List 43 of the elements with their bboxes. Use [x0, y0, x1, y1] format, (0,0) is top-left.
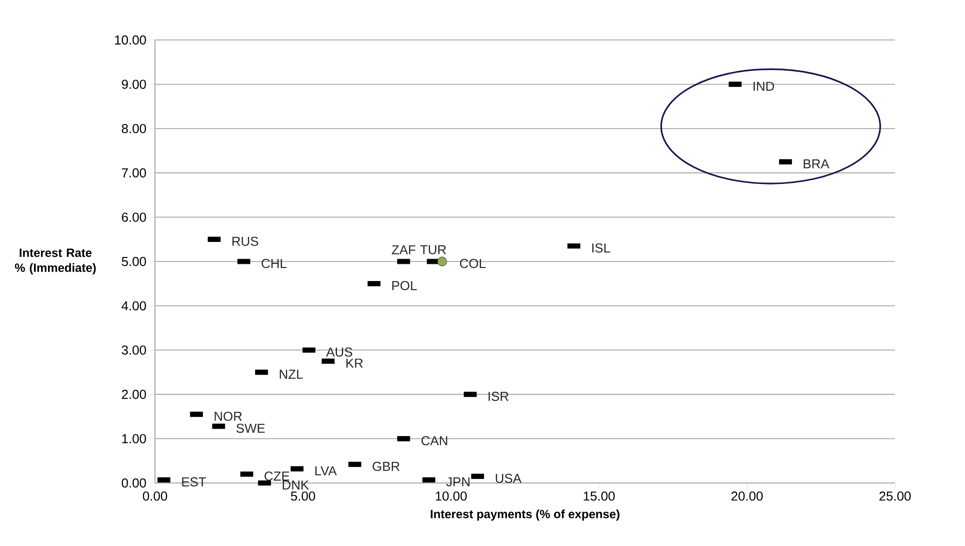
- annotation: CHL: [262, 258, 286, 268]
- annotation: DNK: [282, 480, 309, 490]
- y-tick-label: 5.00: [122, 256, 146, 266]
- y-tick-label: 2.00: [122, 390, 146, 399]
- annotation: RUS: [232, 236, 258, 246]
- annotation: JPN: [446, 477, 470, 486]
- x-tick-label: 0.00: [142, 492, 168, 501]
- y-tick-label: 4.00: [122, 301, 146, 310]
- y-tick-label: 10.00: [115, 35, 146, 45]
- annotation: NOR: [214, 412, 242, 421]
- y-tick-label: 7.00: [122, 168, 146, 178]
- annotation: EST: [182, 477, 206, 486]
- x-tick-label: 20.00: [731, 492, 763, 501]
- y-tick-label: 0.00: [122, 478, 146, 488]
- annotation: CZE: [264, 472, 290, 481]
- y-tick-label: 1.00: [122, 434, 146, 444]
- x-tick-label: 10.00: [436, 492, 467, 501]
- annotation: COL: [460, 258, 486, 268]
- y-axis-title: Interest Rate % (Immediate): [14, 248, 96, 274]
- point: [437, 256, 447, 266]
- annotation: USA: [496, 474, 522, 483]
- annotation: LVA: [315, 466, 337, 476]
- y-tick-label: 6.00: [122, 212, 146, 222]
- y-tick-label: 8.00: [122, 124, 146, 134]
- annotation: ISL: [592, 243, 610, 253]
- annotation: GBR: [372, 462, 400, 471]
- annotation: IND: [754, 82, 774, 91]
- annotation: BRA: [804, 159, 830, 168]
- annotation: KR: [346, 358, 363, 368]
- y-tick-label: 9.00: [122, 80, 146, 89]
- y-tick-label: 3.00: [122, 345, 146, 355]
- annotation: ISR: [488, 392, 508, 401]
- annotation: CAN: [422, 436, 448, 446]
- x-tick-label: 5.00: [290, 492, 316, 501]
- annotation: SWE: [236, 424, 265, 433]
- x-tick-label: 25.00: [879, 492, 911, 501]
- x-tick-label: 15.00: [584, 492, 615, 501]
- annotation: NZL: [280, 370, 303, 379]
- annotation: POL: [392, 281, 417, 290]
- annotation: AUS: [326, 347, 352, 357]
- annotation: TUR: [420, 245, 446, 254]
- x-axis-title: Interest payments (% of expense): [430, 510, 620, 521]
- annotation: ZAF: [392, 245, 416, 254]
